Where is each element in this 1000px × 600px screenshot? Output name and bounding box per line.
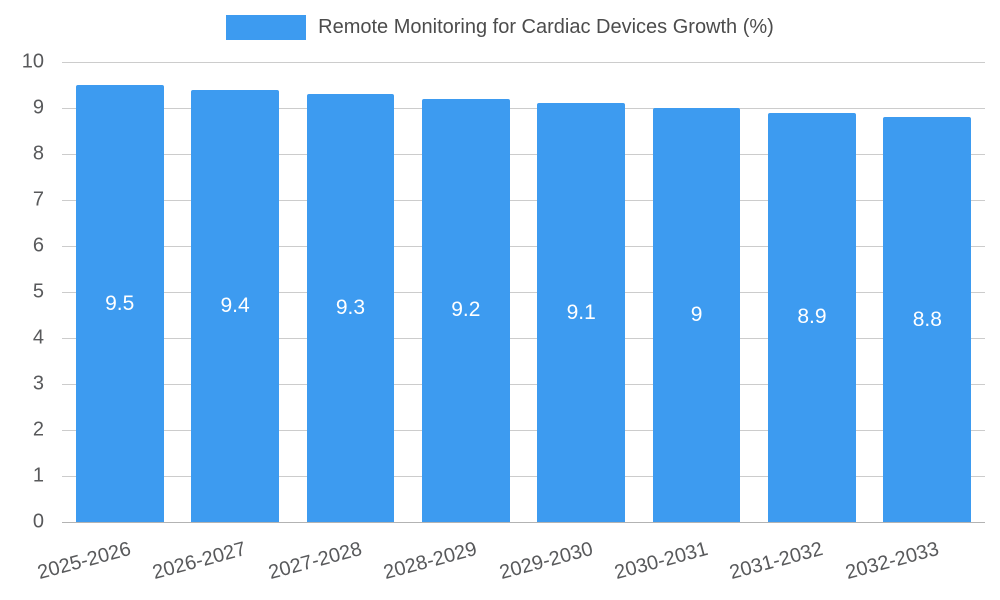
x-tick-label: 2032-2033 [842, 538, 942, 585]
gridline [62, 246, 985, 247]
bar-2025-2026: 9.5 [75, 85, 164, 522]
x-tick-label: 2031-2032 [727, 538, 826, 585]
chart-title: Remote Monitoring for Cardiac Devices Gr… [318, 16, 774, 38]
bar-2031-2032: 8.9 [768, 112, 856, 522]
gridline [62, 62, 985, 63]
bar-2029-2030: 9.1 [537, 103, 626, 522]
y-tick-label: 6 [32, 234, 44, 257]
y-tick-label: 2 [32, 418, 44, 441]
gridline [62, 292, 985, 293]
gridline [62, 108, 985, 109]
x-tick-label: 2028-2029 [381, 538, 480, 585]
gridline [62, 476, 985, 477]
bar-value-label: 9.4 [220, 293, 250, 317]
bar-2032-2033: 8.8 [883, 117, 972, 522]
gridline [62, 154, 985, 155]
gridline [62, 200, 985, 201]
x-tick-label: 2027-2028 [266, 538, 365, 585]
y-tick-label: 7 [32, 188, 44, 211]
y-tick-label: 8 [32, 142, 44, 165]
x-tick-label: 2026-2027 [150, 538, 249, 585]
y-tick-label: 3 [32, 372, 44, 395]
gridline [62, 338, 985, 339]
x-tick-label: 2029-2030 [496, 538, 595, 585]
y-tick-label: 10 [21, 50, 44, 73]
bar-value-label: 9.3 [335, 296, 366, 320]
legend: Remote Monitoring for Cardiac Devices Gr… [0, 15, 1000, 40]
y-tick-label: 9 [32, 96, 44, 119]
x-tick-label: 2025-2026 [35, 538, 134, 585]
legend-swatch [226, 15, 307, 40]
bar-2026-2027: 9.4 [191, 89, 279, 522]
gridline [62, 430, 985, 431]
bar-value-label: 9.2 [451, 298, 481, 322]
bar-value-label: 9 [690, 303, 703, 326]
y-tick-label: 0 [32, 510, 44, 533]
x-tick-label: 2030-2031 [612, 538, 711, 585]
bar-2030-2031: 9 [652, 108, 741, 522]
bar-2028-2029: 9.2 [421, 98, 510, 522]
bar-value-label: 9.5 [105, 291, 135, 315]
gridline [62, 384, 985, 385]
y-tick-label: 5 [32, 280, 44, 303]
y-tick-label: 1 [32, 464, 44, 487]
plot-area: 9.5 9.4 9.3 9.2 9.1 9 8.9 8.8 [62, 62, 985, 523]
bar-value-label: 8.8 [912, 307, 942, 331]
bar-value-label: 8.9 [797, 305, 827, 329]
bar-2027-2028: 9.3 [306, 94, 395, 522]
x-axis-labels: 2025-2026 2026-2027 2027-2028 2028-2029 2029… [35, 528, 985, 598]
y-tick-label: 4 [32, 326, 44, 349]
y-axis-labels: 0 1 2 3 4 5 6 7 8 9 10 [0, 51, 52, 533]
bar-value-label: 9.1 [566, 300, 596, 324]
x-baseline [62, 522, 985, 523]
